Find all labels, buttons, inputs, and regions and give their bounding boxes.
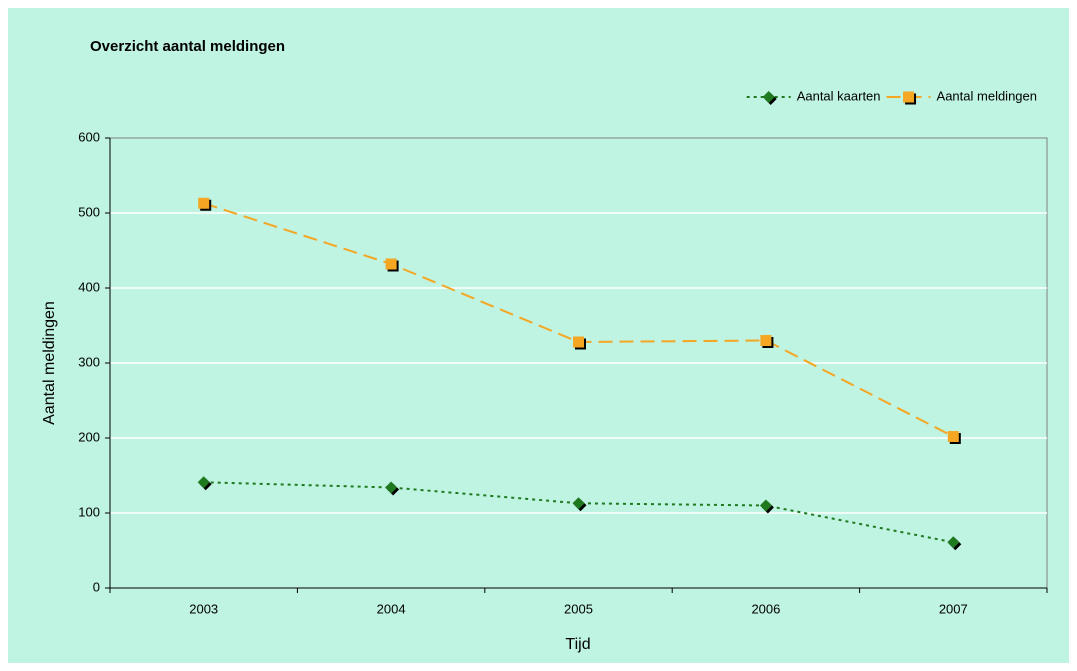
x-tick-label: 2007 — [939, 601, 968, 616]
x-axis-title: Tijd — [565, 636, 590, 653]
y-tick-label: 200 — [78, 429, 100, 444]
data-point — [198, 197, 210, 209]
data-point — [947, 431, 959, 442]
legend-marker — [762, 91, 775, 103]
data-point — [385, 481, 398, 494]
chart-title: Overzicht aantal meldingen — [90, 38, 285, 55]
legend-label: Aantal kaarten — [797, 88, 881, 103]
y-axis-title: Aantal meldingen — [41, 301, 58, 425]
y-tick-label: 500 — [78, 204, 100, 219]
data-point — [197, 476, 210, 489]
y-tick-label: 100 — [78, 504, 100, 519]
data-point — [760, 335, 772, 346]
x-tick-label: 2006 — [751, 601, 780, 616]
x-tick-label: 2003 — [189, 601, 218, 616]
legend-marker — [903, 91, 915, 103]
data-point — [573, 336, 584, 348]
y-tick-label: 400 — [78, 279, 100, 294]
data-point — [947, 536, 960, 549]
y-tick-label: 600 — [78, 129, 100, 144]
data-point — [759, 499, 772, 512]
data-point — [385, 258, 397, 270]
y-tick-label: 0 — [93, 579, 100, 594]
y-tick-label: 300 — [78, 354, 100, 369]
x-tick-label: 2004 — [377, 601, 406, 616]
legend-label: Aantal meldingen — [937, 88, 1037, 103]
data-point — [572, 497, 585, 510]
x-tick-label: 2005 — [564, 601, 593, 616]
